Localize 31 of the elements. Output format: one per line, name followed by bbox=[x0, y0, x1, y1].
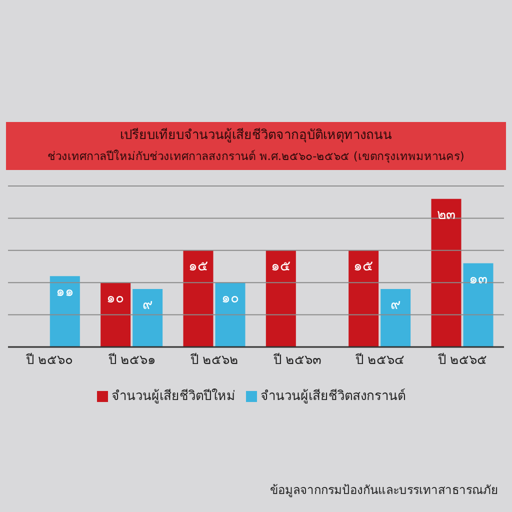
bar bbox=[380, 289, 411, 347]
data-label: ๙ bbox=[142, 297, 153, 314]
x-tick-label: ปี ๒๕๖๓ bbox=[272, 352, 322, 368]
x-tick-label: ปี ๒๕๖๔ bbox=[354, 352, 405, 368]
bar bbox=[50, 276, 80, 347]
bar bbox=[100, 282, 131, 347]
x-tick-label: ปี ๒๕๖๒ bbox=[190, 352, 239, 368]
x-tick-label: ปี ๒๕๖๕ bbox=[437, 352, 488, 368]
chart-subtitle: ช่วงเทศกาลปีใหม่กับช่วงเทศกาลสงกรานต์ พ.ศ.๒๕๖๐-๒๕๖๕ (เขตกรุงเทพมหานคร) bbox=[48, 149, 464, 163]
data-label: ๑๐ bbox=[221, 290, 240, 307]
data-label: ๑๓ bbox=[468, 271, 488, 288]
bar bbox=[132, 289, 163, 347]
data-label: ๑๐ bbox=[106, 290, 125, 307]
x-tick-label: ปี ๒๕๖๐ bbox=[24, 352, 73, 368]
data-label: ๑๕ bbox=[270, 258, 291, 274]
data-label: ๑๕ bbox=[188, 258, 208, 274]
x-tick-label: ปี ๒๕๖๑ bbox=[107, 352, 156, 368]
bar bbox=[348, 250, 379, 347]
data-label: ๑๕ bbox=[354, 258, 374, 274]
legend-label: จำนวนผู้เสียชีวิตสงกรานต์ bbox=[260, 389, 406, 404]
text: ข้อมูลจากกรมป้องกันและบรรเทาสาธารณภัย bbox=[270, 483, 498, 497]
chart-title: เปรียบเทียบจำนวนผู้เสียชีวิตจากอุบัติเหตุทางถนน bbox=[120, 128, 392, 143]
data-label: ๑๑ bbox=[56, 284, 74, 300]
bar bbox=[183, 250, 214, 347]
bar bbox=[463, 263, 494, 347]
legend-label: จำนวนผู้เสียชีวิตปีใหม่ bbox=[112, 389, 236, 404]
data-label: ๙ bbox=[390, 297, 401, 314]
data-label: ๒๓ bbox=[436, 206, 456, 223]
bar bbox=[266, 250, 296, 347]
bar bbox=[431, 198, 462, 347]
bar bbox=[215, 282, 246, 347]
